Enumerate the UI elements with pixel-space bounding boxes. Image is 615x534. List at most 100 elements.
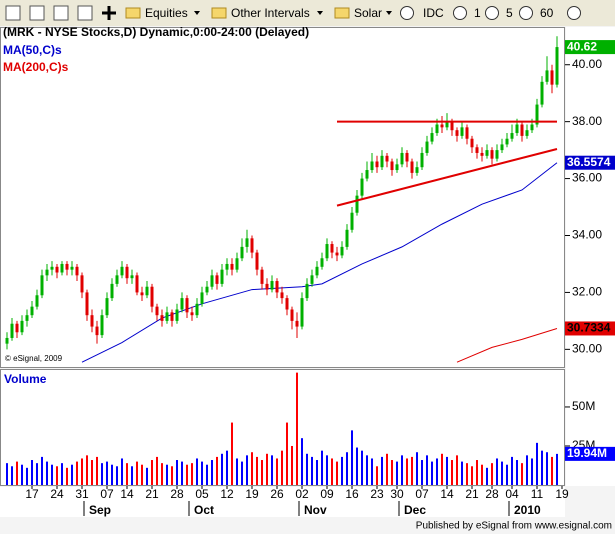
volume-bar bbox=[116, 466, 118, 485]
volume-bar bbox=[351, 430, 353, 485]
volume-bar bbox=[466, 463, 468, 485]
symbol-icon[interactable] bbox=[567, 6, 581, 20]
button-idc[interactable]: IDC bbox=[423, 6, 444, 20]
symbol-icon[interactable] bbox=[519, 6, 533, 20]
legend-entry: MA(50,C)s bbox=[3, 43, 62, 57]
volume-bar bbox=[211, 460, 213, 485]
volume-bar bbox=[421, 460, 423, 485]
y-tick-label: 30.00 bbox=[572, 342, 602, 356]
candle-body bbox=[505, 138, 509, 145]
volume-bar bbox=[511, 456, 513, 485]
y-tick-label: 34.00 bbox=[572, 228, 602, 242]
x-tick-label: 16 bbox=[345, 487, 359, 501]
symbol-icon[interactable] bbox=[485, 6, 499, 20]
candle-body bbox=[345, 229, 349, 247]
add-icon[interactable] bbox=[102, 6, 116, 20]
volume-bar bbox=[356, 447, 358, 485]
volume-bar bbox=[61, 463, 63, 485]
volume-bar bbox=[386, 453, 388, 485]
volume-bar bbox=[71, 464, 73, 485]
volume-bar bbox=[526, 455, 528, 485]
volume-bar bbox=[551, 456, 553, 485]
volume-bar bbox=[541, 450, 543, 485]
candle-body bbox=[55, 266, 59, 273]
menu-solar[interactable]: Solar bbox=[354, 6, 382, 20]
volume-bar bbox=[26, 467, 28, 485]
candle-body bbox=[310, 275, 314, 284]
candle-body bbox=[445, 121, 449, 128]
folder-icon[interactable] bbox=[334, 7, 350, 19]
dropdown-arrow[interactable] bbox=[194, 11, 200, 15]
y-tick-label: 38.00 bbox=[572, 114, 602, 128]
candle-body bbox=[10, 323, 14, 338]
volume-bar bbox=[506, 464, 508, 485]
candle-body bbox=[420, 152, 424, 168]
volume-bar bbox=[316, 460, 318, 485]
volume-bar bbox=[326, 455, 328, 485]
volume-bar bbox=[556, 453, 558, 485]
volume-bar bbox=[31, 460, 33, 485]
volume-bar bbox=[391, 460, 393, 485]
candle-body bbox=[75, 266, 79, 276]
candle-body bbox=[435, 124, 439, 134]
candle-body bbox=[515, 124, 519, 134]
dropdown-arrow[interactable] bbox=[386, 11, 392, 15]
value-box-label: 30.7334 bbox=[567, 321, 611, 335]
volume-bar bbox=[151, 460, 153, 485]
candle-body bbox=[170, 312, 174, 321]
candle-body bbox=[5, 337, 9, 344]
candle-body bbox=[150, 286, 154, 307]
x-tick-label: 28 bbox=[485, 487, 499, 501]
time-axis-area bbox=[0, 487, 565, 517]
candle-body bbox=[350, 212, 354, 230]
volume-bar bbox=[376, 466, 378, 485]
folder-icon[interactable] bbox=[211, 7, 227, 19]
volume-bar bbox=[111, 464, 113, 485]
candle-body bbox=[325, 244, 329, 259]
volume-bar bbox=[441, 453, 443, 485]
volume-bar bbox=[196, 458, 198, 485]
volume-bar bbox=[106, 461, 108, 485]
candle-body bbox=[525, 130, 529, 136]
volume-bar bbox=[431, 461, 433, 485]
dropdown-arrow[interactable] bbox=[317, 11, 323, 15]
candle-body bbox=[110, 283, 114, 299]
candle-body bbox=[190, 312, 194, 316]
icon[interactable] bbox=[5, 5, 21, 21]
menu-intervals[interactable]: Other Intervals bbox=[231, 6, 310, 20]
y-tick-label: 40.00 bbox=[572, 57, 602, 71]
button-5[interactable]: 5 bbox=[506, 6, 513, 20]
candle-body bbox=[450, 121, 454, 131]
icon[interactable] bbox=[29, 5, 45, 21]
candle-body bbox=[225, 263, 229, 270]
volume-bar bbox=[411, 456, 413, 485]
symbol-icon[interactable] bbox=[400, 6, 414, 20]
folder-icon[interactable] bbox=[125, 7, 141, 19]
menu-equities[interactable]: Equities bbox=[145, 6, 188, 20]
icon[interactable] bbox=[53, 5, 69, 21]
value-box bbox=[565, 446, 615, 461]
volume-bar bbox=[286, 422, 288, 485]
candle-body bbox=[415, 167, 419, 173]
candle-body bbox=[390, 161, 394, 171]
symbol-icon[interactable] bbox=[453, 6, 467, 20]
x-tick-label: 07 bbox=[415, 487, 429, 501]
button-1[interactable]: 1 bbox=[474, 6, 481, 20]
candle-body bbox=[60, 263, 64, 273]
button-60[interactable]: 60 bbox=[540, 6, 554, 20]
candle-body bbox=[90, 315, 94, 327]
candle-body bbox=[165, 312, 169, 321]
volume-bar bbox=[481, 464, 483, 485]
volume-bar bbox=[416, 452, 418, 485]
candle-body bbox=[305, 283, 309, 299]
candle-body bbox=[480, 152, 484, 156]
volume-bar bbox=[246, 455, 248, 485]
candle-body bbox=[425, 141, 429, 153]
volume-bar bbox=[261, 460, 263, 485]
candle-body bbox=[15, 323, 19, 333]
icon[interactable] bbox=[77, 5, 93, 21]
volume-bar bbox=[491, 463, 493, 485]
volume-bar bbox=[381, 456, 383, 485]
